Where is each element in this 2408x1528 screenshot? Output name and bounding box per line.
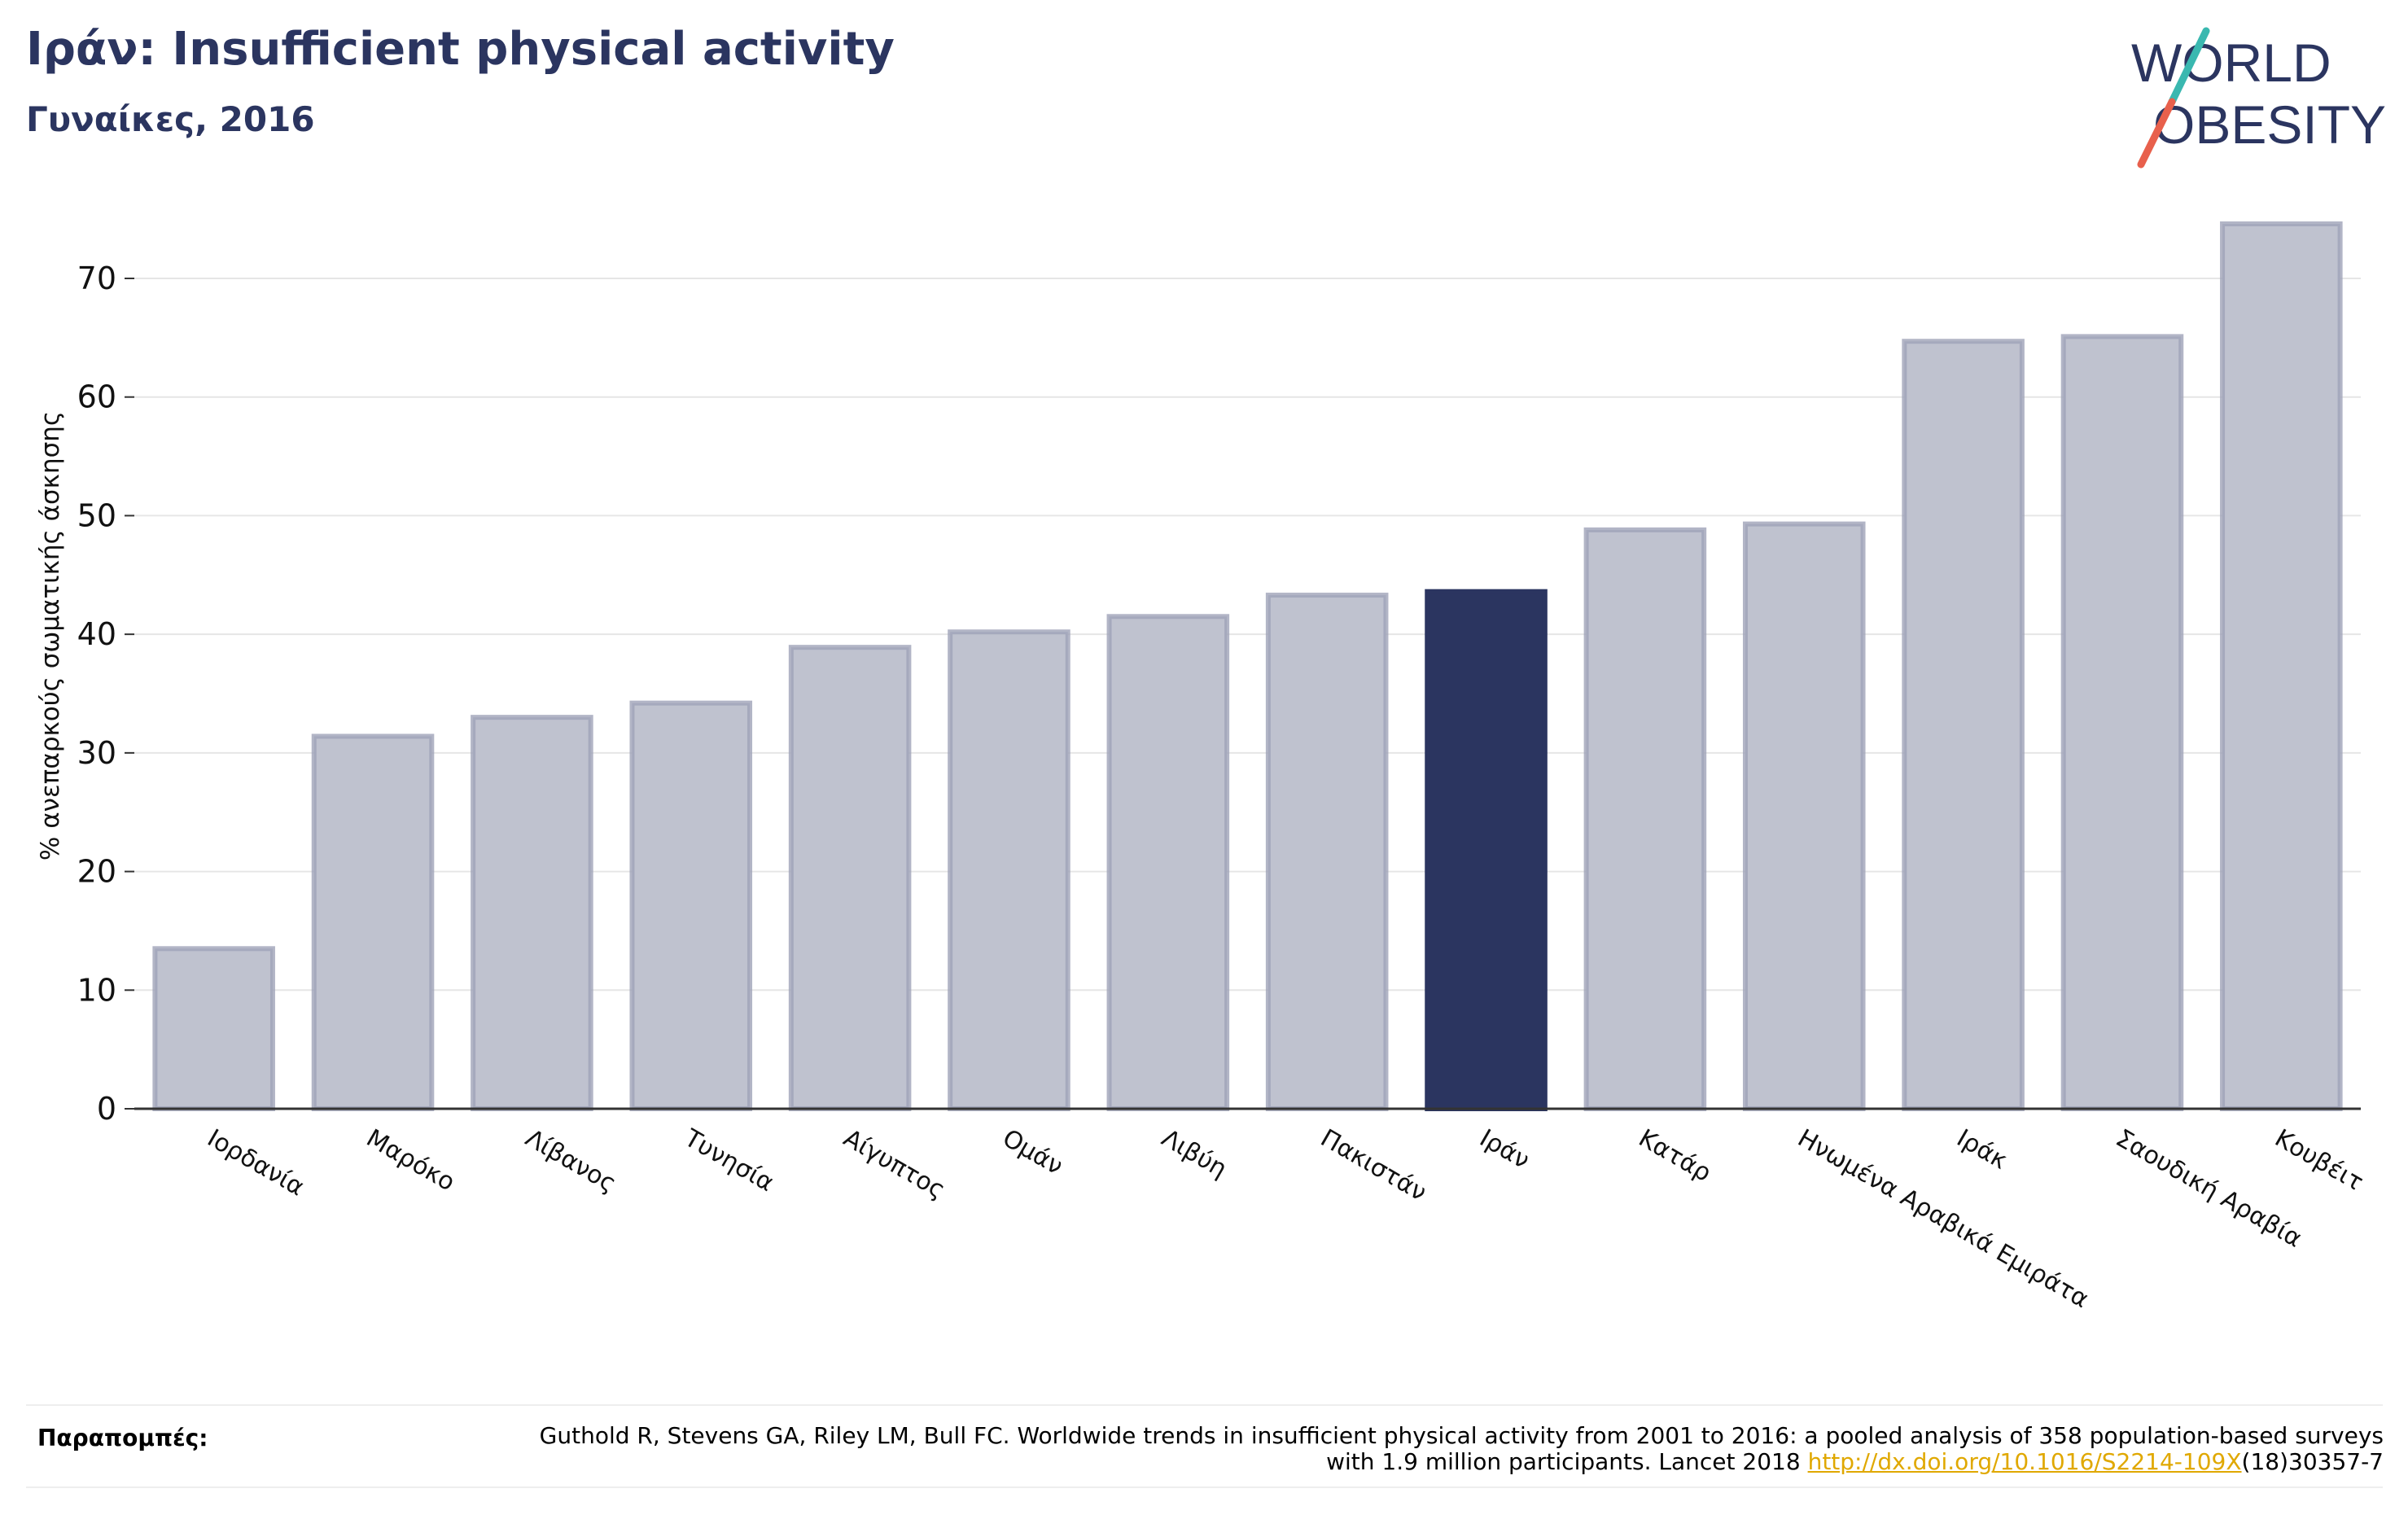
bar-2 xyxy=(311,733,435,1111)
y-tick-label: 70 xyxy=(77,261,116,296)
bar-chart: 0 10 20 30 40 50 60 70 % ανεπαρκούς σωματικής άσ… xyxy=(36,221,2368,1314)
references-suffix: (18)30357-7 xyxy=(2241,1448,2384,1475)
y-tick-label: 50 xyxy=(77,497,116,533)
y-tick-label: 10 xyxy=(77,972,116,1008)
x-tick-label: Αίγυπτος xyxy=(838,1124,950,1205)
y-tick-label: 60 xyxy=(77,379,116,415)
x-tick-label: Ηνωμένα Αραβικά Εμιράτα xyxy=(1793,1124,2093,1314)
logo-slash-bottom xyxy=(2137,98,2176,169)
x-tick-label: Ιράν xyxy=(1475,1124,1535,1176)
x-tick-label: Μαρόκο xyxy=(361,1124,460,1197)
bar-12 xyxy=(1902,339,2025,1111)
bar-6 xyxy=(948,629,1070,1111)
bar-4 xyxy=(629,700,753,1112)
chart-subtitle: Γυναίκες, 2016 xyxy=(26,99,315,139)
bar-5 xyxy=(788,645,912,1111)
references-label: Παραπομπές: xyxy=(37,1425,208,1451)
y-tick-label: 40 xyxy=(77,616,116,652)
references-citation: Guthold R, Stevens GA, Riley LM, Bull FC… xyxy=(539,1422,2384,1475)
bar-11 xyxy=(1742,521,1866,1111)
bar-7 xyxy=(1106,614,1230,1111)
bar-10 xyxy=(1583,527,1707,1111)
x-tick-label: Ιράκ xyxy=(1952,1124,2012,1176)
references-top-rule xyxy=(26,1404,2383,1406)
y-tick-label: 30 xyxy=(77,735,116,771)
y-axis-label: % ανεπαρκούς σωματικής άσκησης xyxy=(36,411,65,860)
y-tick-label: 20 xyxy=(77,854,116,890)
references-text: Guthold R, Stevens GA, Riley LM, Bull FC… xyxy=(511,1423,2384,1475)
bar-1 xyxy=(152,946,275,1112)
x-tick-label: Τυνησία xyxy=(679,1123,779,1197)
x-tick-label: Ομάν xyxy=(997,1124,1067,1181)
bar-8 xyxy=(1265,593,1389,1111)
y-tick-label: 0 xyxy=(97,1091,116,1127)
x-tick-label: Λιβύη xyxy=(1157,1124,1232,1184)
world-obesity-logo: WORLD OBESITY xyxy=(2131,27,2386,169)
references-bottom-rule xyxy=(26,1486,2383,1488)
chart-title: Ιράν: Insufficient physical activity xyxy=(26,23,895,76)
x-tick-label: Κουβέιτ xyxy=(2270,1124,2368,1197)
x-tick-label: Κατάρ xyxy=(1634,1124,1716,1188)
logo-line1: WORLD xyxy=(2131,33,2331,93)
x-tick-label: Ιορδανία xyxy=(203,1124,309,1202)
logo-line2: OBESITY xyxy=(2153,94,2386,155)
x-tick-label: Πακιστάν xyxy=(1316,1124,1431,1207)
logo-slash-top xyxy=(2168,27,2210,106)
bar-14 xyxy=(2220,221,2343,1111)
bar-9 xyxy=(1425,589,1548,1111)
x-tick-label: Λίβανος xyxy=(520,1124,620,1198)
references-link[interactable]: http://dx.doi.org/10.1016/S2214-109X xyxy=(1807,1448,2242,1475)
bar-3 xyxy=(471,715,593,1112)
bar-13 xyxy=(2060,334,2184,1111)
